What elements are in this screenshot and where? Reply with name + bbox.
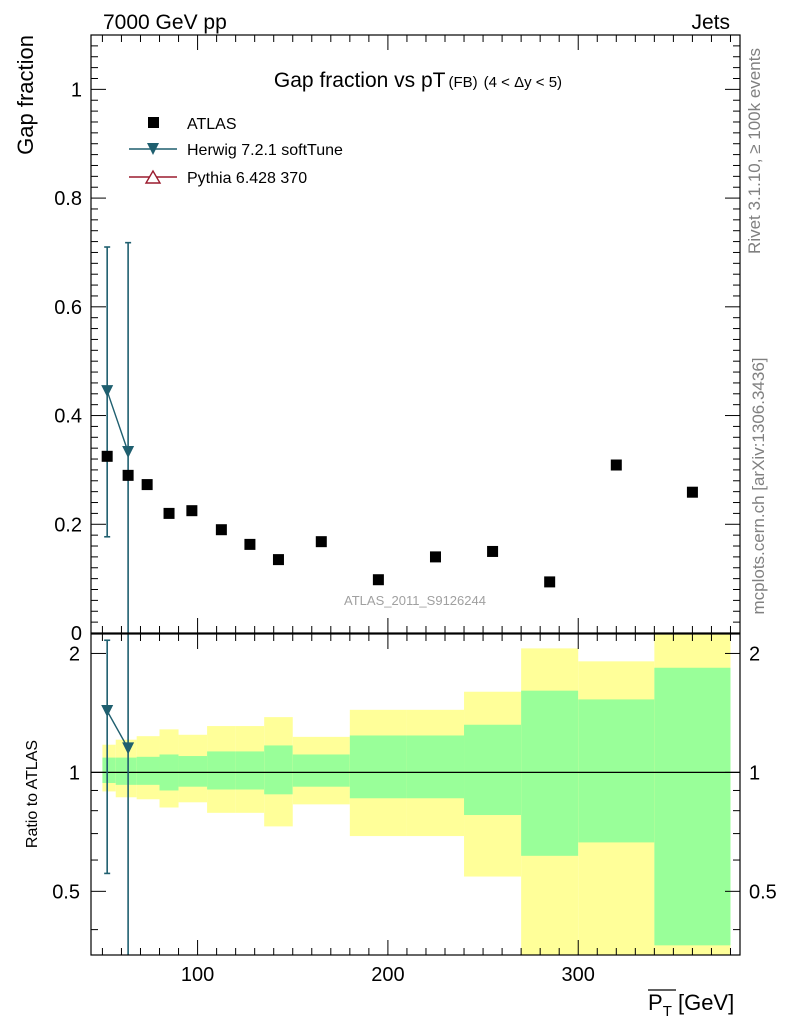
- main-herwig-line: [106, 390, 129, 453]
- atlas-data-point: [487, 545, 499, 557]
- ratio-band-green: [102, 757, 116, 784]
- ratio-band-green: [578, 699, 655, 843]
- main-y-tick-label: 0.8: [54, 188, 82, 210]
- main-title-range: (4 < Δy < 5): [484, 74, 562, 91]
- atlas-data-point: [610, 459, 622, 471]
- main-y-tick-label: 0.4: [54, 406, 82, 428]
- legend-atlas-label: ATLAS: [187, 116, 237, 133]
- analysis-watermark: ATLAS_2011_S9126244: [344, 593, 486, 608]
- legend: ATLAS Herwig 7.2.1 softTune Pythia 6.428…: [129, 116, 343, 187]
- xlabel: PT [GeV]: [648, 990, 734, 1020]
- main-frame: [90, 34, 741, 634]
- ratio-band-green: [136, 756, 160, 785]
- ratio-herwig-point: [122, 742, 135, 755]
- xlabel-p: P: [648, 990, 663, 1015]
- ratio-band-green: [406, 735, 465, 799]
- atlas-data-point: [429, 551, 441, 563]
- ratio-band-green: [654, 667, 731, 946]
- legend-herwig-label: Herwig 7.2.1 softTune: [187, 142, 343, 159]
- x-tick-label: 200: [371, 964, 404, 986]
- ratio-band-green: [349, 735, 407, 799]
- main-y-tick-label: 0.2: [54, 514, 82, 536]
- x-tick-label: 300: [562, 964, 595, 986]
- main-title: Gap fraction vs pT (FB) (4 < Δy < 5): [274, 69, 562, 92]
- atlas-data-point: [141, 479, 153, 491]
- ratio-y-tick-label-right: 0.5: [749, 881, 777, 903]
- ratio-herwig-line: [106, 710, 129, 749]
- ratio-y-tick-label-left: 2: [69, 643, 80, 665]
- atlas-data-point: [272, 554, 284, 566]
- main-panel: Gap fraction vs pT (FB) (4 < Δy < 5) ATLAS…: [101, 69, 698, 633]
- ratio-band-green: [464, 724, 522, 816]
- xlabel-unit: [GeV]: [672, 990, 734, 1015]
- energy-label: 7000 GeV pp: [103, 11, 227, 34]
- atlas-data-point: [686, 486, 698, 498]
- legend-pythia-label: Pythia 6.428 370: [187, 170, 307, 187]
- ratio-band-green: [115, 757, 137, 785]
- ratio-band-green: [207, 751, 236, 790]
- main-title-sub: (FB): [449, 74, 478, 91]
- atlas-data-point: [186, 505, 198, 517]
- ratio-band-green: [292, 754, 350, 787]
- ratio-band-green: [521, 690, 579, 856]
- rivet-label: Rivet 3.1.10, ≥ 100k events: [745, 48, 764, 254]
- atlas-data-point: [215, 524, 227, 536]
- ratio-band-green: [235, 751, 265, 790]
- ratio-y-tick-label-right: 2: [749, 643, 760, 665]
- legend-pythia-marker: [144, 169, 162, 184]
- main-y-tick-label: 0.6: [54, 297, 82, 319]
- process-label: Jets: [691, 11, 730, 34]
- legend-atlas-marker: [148, 117, 159, 128]
- ratio-ylabel: Ratio to ATLAS: [24, 740, 41, 848]
- ratio-y-tick-label-right: 1: [749, 762, 760, 784]
- main-title-text: Gap fraction vs pT: [274, 69, 446, 92]
- main-herwig-point: [101, 385, 114, 398]
- main-y-tick-label: 0: [71, 623, 82, 645]
- ratio-band-green: [178, 756, 208, 787]
- ratio-band-green: [264, 745, 293, 795]
- main-herwig-point: [122, 445, 135, 458]
- ratio-herwig-point: [101, 705, 114, 718]
- mcplots-label: mcplots.cern.ch [arXiv:1306.3436]: [749, 357, 768, 614]
- legend-herwig-marker: [147, 143, 159, 155]
- ratio-y-tick-label-left: 1: [69, 762, 80, 784]
- ratio-panel: [91, 634, 740, 955]
- ratio-y-tick-label-left: 0.5: [52, 881, 80, 903]
- main-ylabel: Gap fraction: [13, 35, 38, 155]
- atlas-data-point: [163, 507, 175, 519]
- atlas-data-point: [122, 469, 134, 481]
- main-y-tick-label: 1: [71, 79, 82, 101]
- ratio-frame: [90, 633, 741, 956]
- xlabel-sub: T: [663, 1003, 672, 1020]
- atlas-data-point: [372, 574, 384, 586]
- atlas-data-point: [244, 538, 256, 550]
- atlas-data-point: [101, 450, 113, 462]
- atlas-data-point: [544, 576, 556, 588]
- atlas-data-point: [315, 536, 327, 548]
- x-tick-label: 100: [181, 964, 214, 986]
